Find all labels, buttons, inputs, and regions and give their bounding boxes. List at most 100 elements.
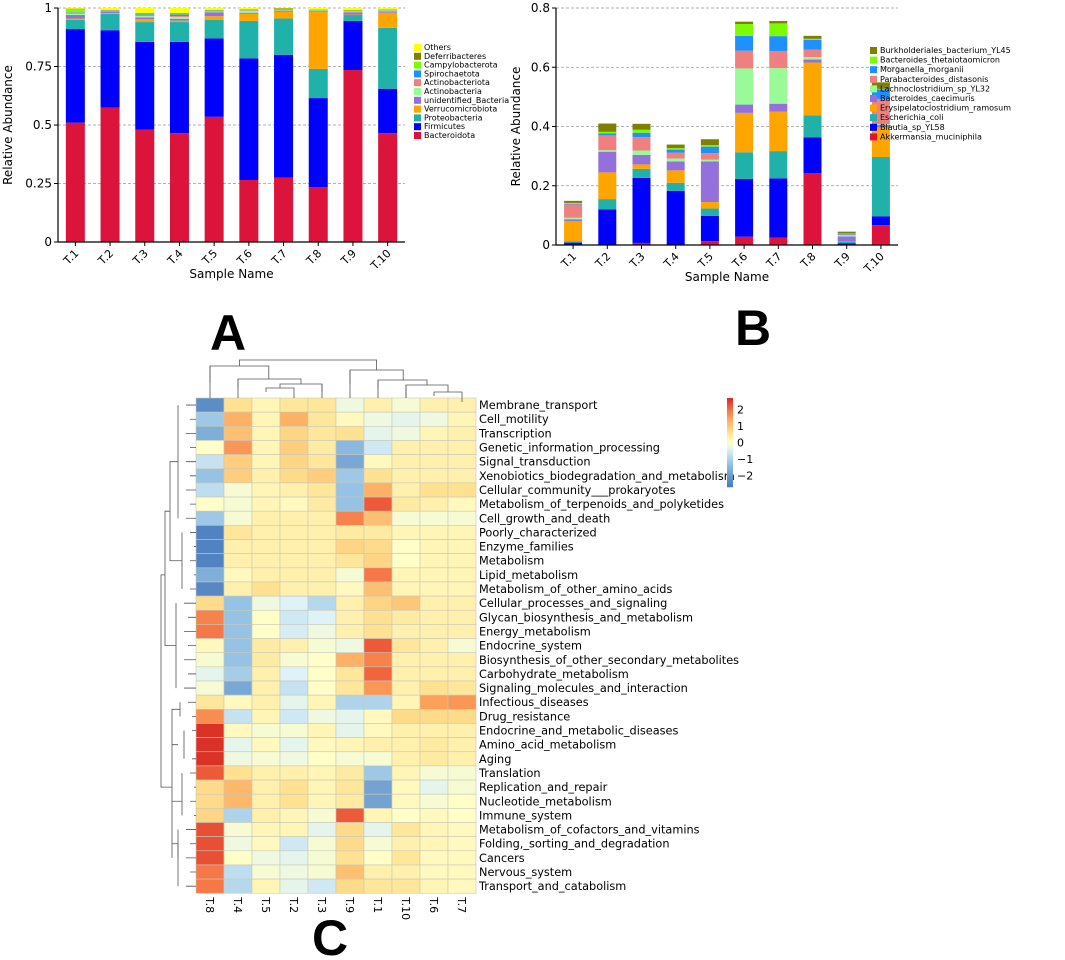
heatmap-cell [251, 553, 281, 569]
bar-segment-bacteroides-thetaiotaomicron [700, 145, 719, 147]
heatmap-cell [279, 723, 309, 738]
x-tick-label: T.8 [303, 247, 324, 268]
bar-segment-escherichia-coli [803, 115, 822, 138]
bar-segment-verrucomicrobiota [135, 19, 155, 23]
heatmap-cell [195, 510, 225, 526]
colorbar-segment [727, 453, 733, 457]
heatmap-cell [251, 737, 281, 753]
heatmap-cell [363, 482, 393, 498]
x-axis-title: Sample Name [685, 270, 769, 284]
heatmap-cell [391, 581, 421, 597]
legend-swatch [870, 95, 877, 102]
heatmap-cell [223, 525, 253, 540]
bar-segment-unidentified-bacteria [100, 11, 120, 14]
heatmap-cell [307, 765, 337, 781]
bar-segment-bacteroidota [135, 129, 155, 242]
heatmap-cell [335, 751, 365, 767]
y-axis-title: Relative Abundance [1, 65, 15, 185]
bar-segment-unidentified-bacteria [378, 11, 398, 13]
heatmap-cell [363, 525, 393, 540]
colorbar-segment [727, 484, 733, 488]
heatmap-col-label: T.4 [231, 896, 244, 913]
legend-label: Akkermansia_muciniphila [880, 132, 982, 141]
colorbar-segment [727, 469, 733, 472]
heatmap-cell [419, 680, 449, 696]
heatmap-cell [251, 723, 281, 738]
bar-segment-burkholderiales-bacterium-yl45 [735, 21, 754, 24]
heatmap-cell [279, 468, 309, 484]
heatmap-cell [363, 595, 393, 611]
colorbar-segment [727, 482, 733, 486]
heatmap-cell [363, 624, 393, 639]
x-tick-label: T.6 [729, 250, 750, 271]
heatmap-cell [335, 425, 365, 441]
heatmap-cell [447, 822, 477, 837]
heatmap-cell [447, 454, 477, 470]
bar-segment-proteobacteria [169, 22, 189, 42]
heatmap-cell [363, 425, 393, 441]
legend-label: Escherichia_coli [880, 113, 943, 122]
heatmap-cell [391, 652, 421, 668]
heatmap-cell [447, 850, 477, 866]
heatmap-cell [223, 609, 253, 625]
heatmap-row-label: Glycan_biosynthesis_and_metabolism [479, 611, 693, 624]
row-dendrogram-branch [181, 532, 196, 590]
heatmap-cell [419, 836, 449, 852]
heatmap-cell [335, 864, 365, 880]
bar-segment-bacteroides-thetaiotaomicron [803, 38, 822, 40]
colorbar-segment [727, 418, 733, 421]
heatmap-cell [419, 708, 449, 724]
heatmap-cell [279, 779, 309, 795]
bar-segment-akkermansia-muciniphila [632, 242, 651, 245]
heatmap-cell [195, 525, 225, 540]
bar-segment-akkermansia-muciniphila [871, 225, 890, 245]
bar-segment-proteobacteria [100, 13, 120, 31]
heatmap-row-label: Endocrine_and_metabolic_diseases [479, 725, 678, 738]
heatmap-cell [223, 482, 253, 498]
bar-segment-bacteroides-caecimuris [700, 161, 719, 203]
legend-label: Bacteroides_caecimuris [880, 94, 975, 103]
heatmap-cell [251, 496, 281, 512]
heatmap-cell [419, 666, 449, 682]
bar-segment-erysipelatoclostridium-ramosum [735, 112, 754, 153]
bar-segment-burkholderiales-bacterium-yl45 [632, 123, 651, 130]
bar-segment-burkholderiales-bacterium-yl45 [837, 231, 856, 234]
x-tick-label: T.2 [592, 250, 613, 271]
heatmap-cell [419, 652, 449, 668]
heatmap-cell [251, 440, 281, 455]
legend-label: Burkholderiales_bacterium_YL45 [880, 46, 1011, 55]
heatmap-cell [195, 609, 225, 625]
bar-segment-actinobacteriota [204, 10, 224, 12]
heatmap-row-label: Cell_motility [479, 413, 549, 426]
colorbar-tick-label: −2 [737, 469, 753, 482]
legend-swatch [870, 85, 877, 93]
bar-segment-morganella-morganii [871, 89, 890, 99]
x-tick-label: T.9 [832, 250, 853, 271]
colorbar-segment [727, 400, 733, 403]
heatmap-cell [195, 440, 225, 455]
heatmap-cell [307, 737, 337, 753]
row-dendrogram-branch [177, 829, 196, 887]
heatmap-cell [307, 496, 337, 512]
heatmap-cell [251, 468, 281, 484]
heatmap-cell [335, 496, 365, 512]
heatmap-cell [195, 567, 225, 583]
column-dendrogram-branch [349, 369, 404, 384]
heatmap-cell [419, 751, 449, 767]
column-dendrogram-branch [209, 366, 407, 398]
x-tick-label: T.3 [626, 250, 647, 271]
heatmap-cell [251, 425, 281, 441]
heatmap-cell [279, 510, 309, 526]
bar-segment-akkermansia-muciniphila [700, 241, 719, 245]
bar-segment-erysipelatoclostridium-ramosum [564, 221, 583, 242]
heatmap-cell [335, 765, 365, 781]
heatmap-cell [251, 581, 281, 597]
legend-swatch [870, 133, 877, 141]
heatmap-row-label: Replication_and_repair [479, 781, 608, 794]
heatmap-cell [335, 567, 365, 583]
heatmap-cell [195, 397, 225, 413]
heatmap-cell [279, 878, 309, 894]
heatmap-cell [223, 567, 253, 583]
heatmap-cell [363, 793, 393, 809]
bar-segment-firmicutes [204, 38, 224, 117]
